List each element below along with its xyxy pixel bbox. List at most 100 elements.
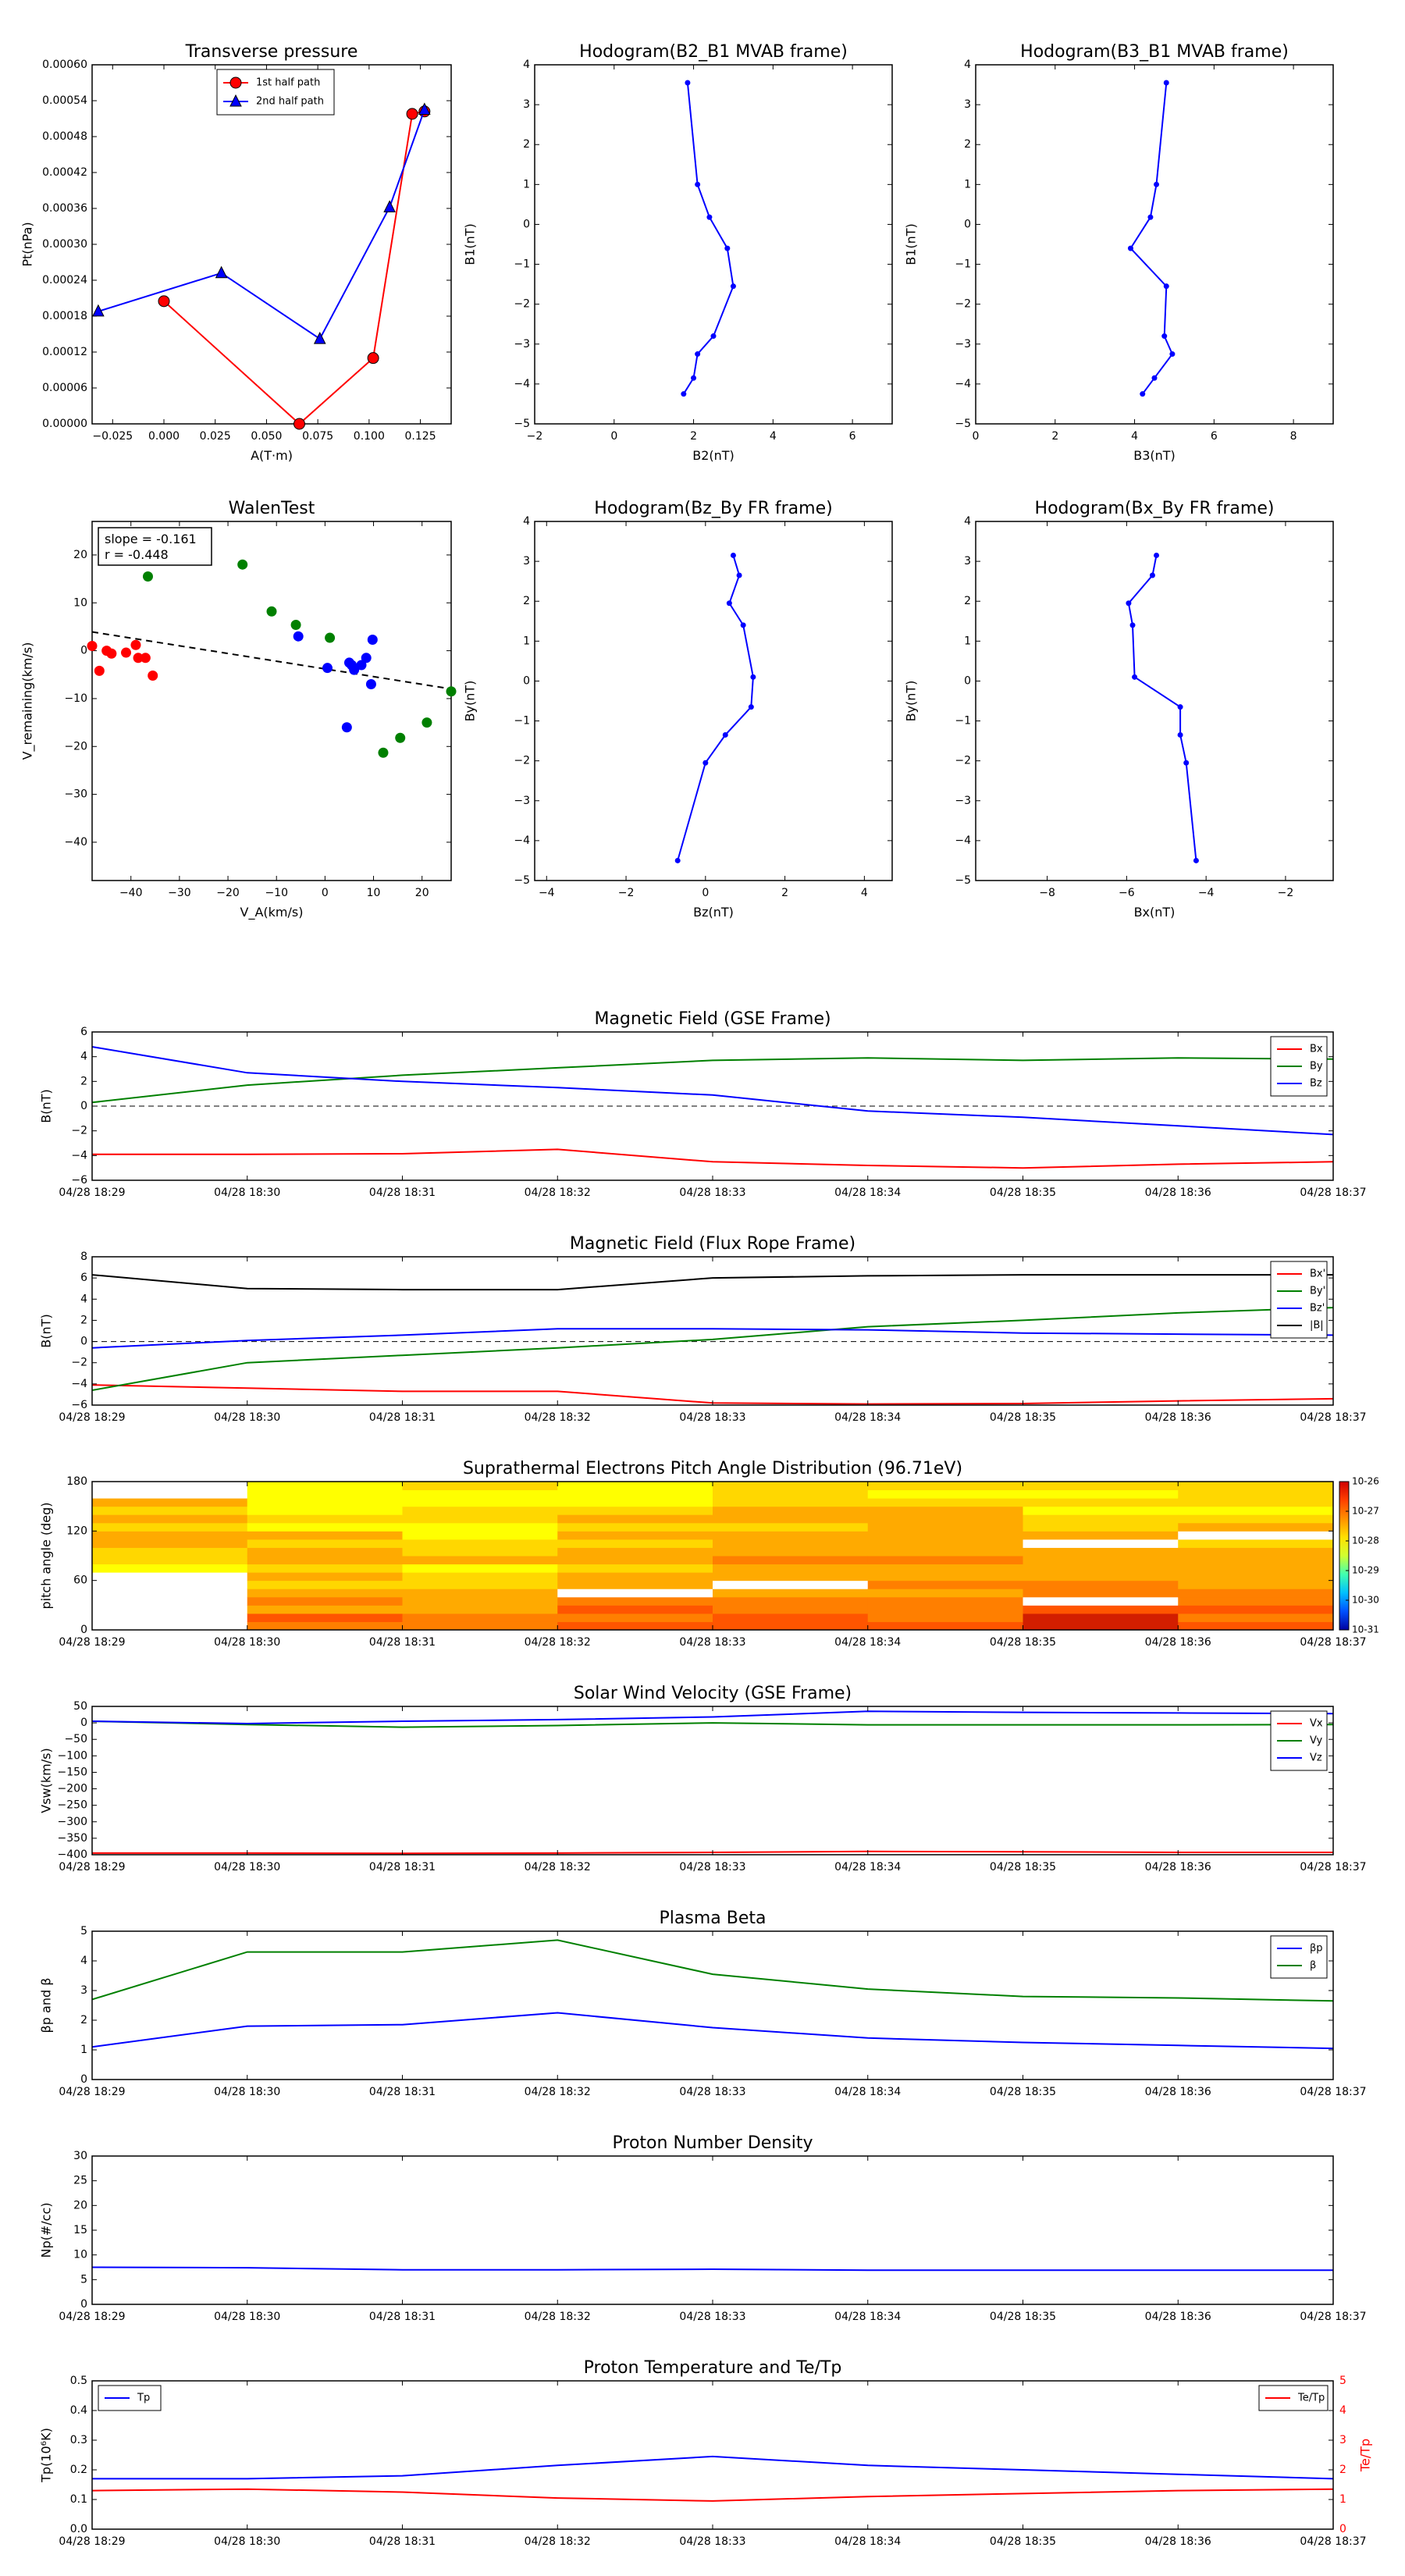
y-tick-label: −6 (71, 1174, 87, 1187)
y-tick-label: 0.00030 (42, 238, 87, 251)
y-tick-label: 1 (964, 178, 971, 190)
x-tick-label: −20 (216, 887, 240, 899)
y-axis-label: Vsw(km/s) (39, 1748, 54, 1813)
panel-walen: −40 −30 −20 −10 0 10 20 −40 −30 −20 −10 0 10 20 WalenT… (20, 499, 457, 920)
y-tick-label: −3 (514, 795, 530, 807)
y-tick-label: 0 (523, 674, 530, 687)
x-tick-label: 4 (770, 430, 777, 443)
heatmap-cell (867, 1613, 1023, 1622)
series-line (91, 2012, 1334, 2050)
data-point (133, 653, 144, 664)
data-point (730, 552, 736, 558)
y-tick-label: 2 (80, 2014, 87, 2026)
y-tick-label: −4 (71, 1378, 87, 1390)
heatmap-cell (1178, 1547, 1334, 1557)
y-tick-label: 0 (964, 218, 971, 230)
time-tick-label: 04/28 18:29 (59, 2535, 125, 2548)
heatmap-cell (92, 1547, 248, 1557)
y-tick-label: 0.4 (70, 2404, 87, 2417)
time-tick-label: 04/28 18:31 (369, 2535, 436, 2548)
y-axis-label: B(nT) (39, 1314, 54, 1347)
heatmap-cell (92, 1564, 248, 1573)
heatmap-cell (1023, 1564, 1179, 1573)
time-tick-label: 04/28 18:33 (679, 1411, 745, 1424)
time-tick-label: 04/28 18:31 (369, 1411, 436, 1424)
legend-entry-label: 2nd half path (256, 96, 324, 108)
y-tick-label: 1 (964, 635, 971, 647)
panel-title: Suprathermal Electrons Pitch Angle Distr… (463, 1459, 962, 1478)
time-tick-label: 04/28 18:30 (214, 1861, 280, 1873)
series-line (91, 1046, 1334, 1136)
y-tick-label: −5 (514, 874, 530, 887)
heatmap-cell (557, 1613, 713, 1622)
heatmap-cell (1023, 1605, 1179, 1614)
data-point (361, 653, 372, 664)
y-tick-label: 20 (73, 549, 87, 561)
legend-entry-label: Bx (1310, 1044, 1323, 1055)
y-axis-label: Np(#/cc) (39, 2203, 54, 2258)
legend-entry-label: Bz (1310, 1078, 1322, 1090)
data-point (1177, 731, 1183, 738)
data-point (293, 418, 305, 430)
plot-frame (91, 521, 452, 881)
heatmap-cell (247, 1547, 403, 1557)
data-point (702, 760, 709, 766)
heatmap-cell (713, 1572, 869, 1582)
x-tick-label: −2 (527, 430, 543, 443)
time-tick-label: 04/28 18:34 (834, 1411, 901, 1424)
data-point (1177, 704, 1183, 710)
plot-frame (534, 521, 893, 881)
heatmap-cell (247, 1613, 403, 1622)
y-tick-label: 3 (80, 1984, 87, 1997)
data-point (1126, 600, 1132, 607)
heatmap-cell (402, 1498, 558, 1507)
time-tick-label: 04/28 18:32 (525, 1187, 591, 1199)
plot-frame (91, 1930, 1334, 2080)
y-tick-label: 0 (80, 1336, 87, 1348)
heatmap-cell (557, 1489, 713, 1499)
data-point (106, 648, 117, 659)
y-tick-label: 0.00054 (42, 94, 87, 107)
heatmap-cell (1023, 1522, 1179, 1532)
heatmap-cell (867, 1621, 1023, 1631)
heatmap-cell (713, 1596, 869, 1606)
plot-frame (91, 1256, 1334, 1406)
y-tick-label: −200 (58, 1783, 87, 1795)
legend-entry-label: Bz' (1310, 1303, 1325, 1315)
legend-entry-label: Bx' (1310, 1268, 1325, 1280)
data-point (1163, 283, 1169, 290)
heatmap-cell (1023, 1613, 1179, 1622)
y-tick-label: −2 (514, 755, 530, 767)
annotation-box (98, 527, 212, 566)
time-tick-label: 04/28 18:29 (59, 1636, 125, 1649)
data-point (1151, 375, 1158, 381)
heatmap-cell (92, 1621, 248, 1631)
heatmap-cell (402, 1613, 558, 1622)
y2-tick-label: 2 (1339, 2464, 1346, 2476)
heatmap-cell (557, 1589, 713, 1598)
heatmap-cell (713, 1522, 869, 1532)
x-tick-label: −40 (119, 887, 143, 899)
y-tick-label: 6 (80, 1272, 87, 1284)
data-point (674, 857, 681, 863)
colorbar-tick-label: 10-28 (1352, 1535, 1379, 1546)
heatmap-cell (1023, 1482, 1179, 1491)
fit-line (91, 631, 452, 690)
x-tick-label: 4 (1131, 430, 1138, 443)
data-point (140, 653, 151, 664)
y-tick-label: 0.3 (70, 2434, 87, 2446)
y-tick-label: 0.00018 (42, 310, 87, 322)
heatmap-cell (402, 1506, 558, 1515)
time-tick-label: 04/28 18:35 (990, 1861, 1056, 1873)
data-point (142, 571, 153, 582)
legend-entry-label: Tp (137, 2393, 150, 2404)
data-point (349, 664, 360, 675)
data-point (293, 631, 304, 642)
x-tick-label: 0 (973, 430, 980, 443)
series-line (91, 1939, 1334, 2002)
time-tick-label: 04/28 18:30 (214, 2535, 280, 2548)
y-tick-label: −2 (955, 755, 971, 767)
legend-entry-label: By' (1310, 1286, 1325, 1297)
y-tick-label: 5 (80, 1925, 87, 1937)
data-point (1129, 622, 1136, 628)
